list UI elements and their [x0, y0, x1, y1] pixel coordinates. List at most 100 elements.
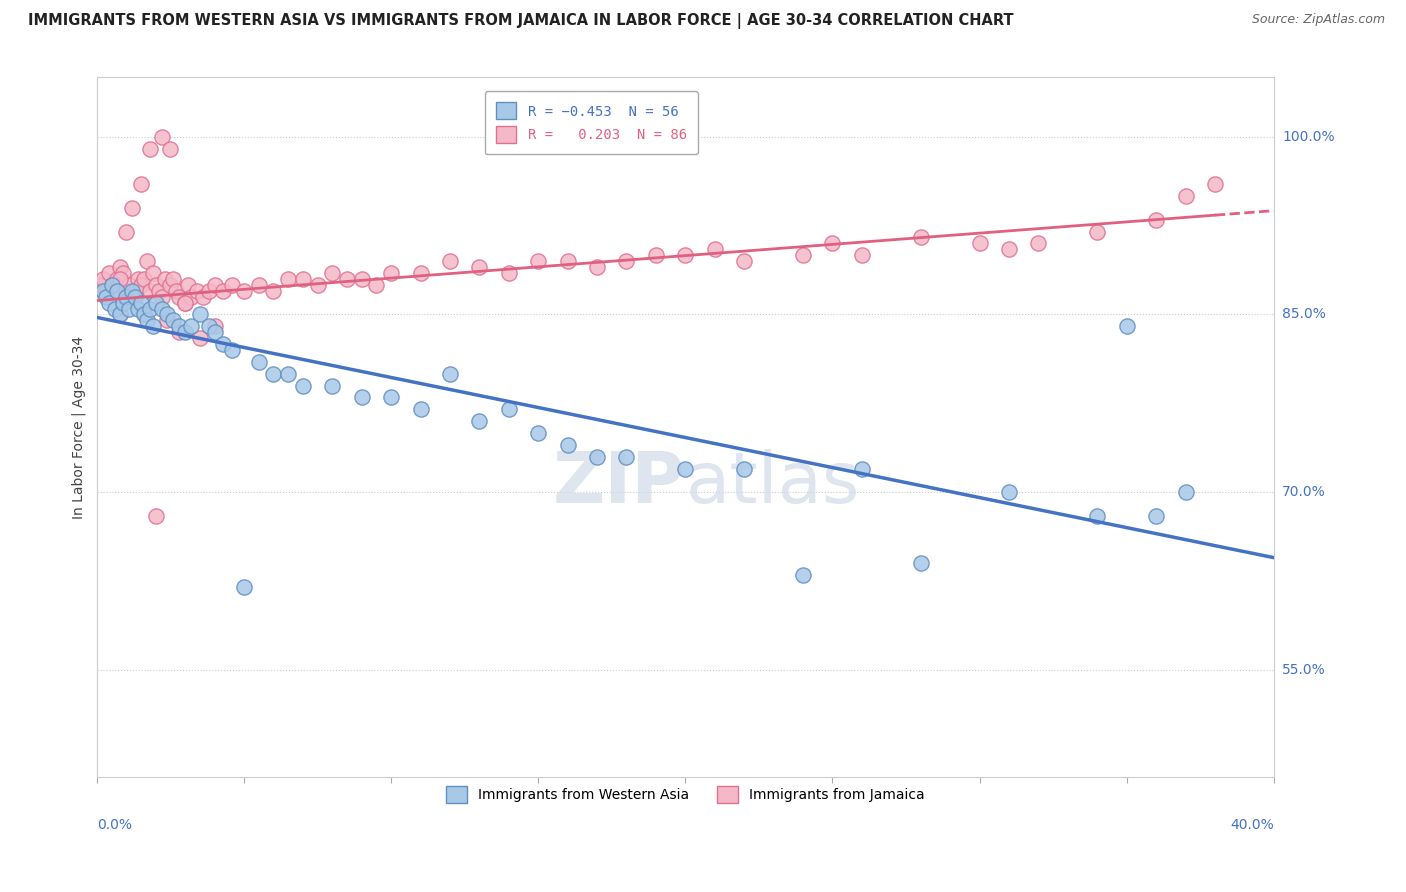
Point — [498, 402, 520, 417]
Point — [204, 325, 226, 339]
Point — [439, 367, 461, 381]
Point — [910, 557, 932, 571]
Point — [112, 295, 135, 310]
Point — [91, 272, 114, 286]
Point — [107, 272, 129, 286]
Point — [221, 343, 243, 357]
Point — [673, 248, 696, 262]
Point — [527, 425, 550, 440]
Point — [998, 242, 1021, 256]
Point — [291, 378, 314, 392]
Point — [89, 277, 111, 292]
Point — [110, 308, 132, 322]
Point — [127, 301, 149, 316]
Point — [1204, 177, 1226, 191]
Point — [366, 277, 388, 292]
Point — [616, 254, 638, 268]
Point — [145, 277, 167, 292]
Point — [129, 177, 152, 191]
Point — [673, 461, 696, 475]
Point — [247, 277, 270, 292]
Point — [121, 201, 143, 215]
Point — [998, 485, 1021, 500]
Point — [142, 266, 165, 280]
Point — [733, 461, 755, 475]
Point — [277, 272, 299, 286]
Point — [197, 284, 219, 298]
Point — [586, 260, 609, 274]
Point — [110, 308, 132, 322]
Point — [180, 319, 202, 334]
Point — [262, 284, 284, 298]
Point — [1174, 189, 1197, 203]
Point — [167, 325, 190, 339]
Point — [557, 438, 579, 452]
Point — [118, 277, 141, 292]
Point — [1085, 508, 1108, 523]
Point — [100, 277, 122, 292]
Point — [150, 301, 173, 316]
Point — [851, 248, 873, 262]
Text: 55.0%: 55.0% — [1282, 663, 1326, 677]
Text: 40.0%: 40.0% — [1230, 818, 1274, 832]
Point — [321, 266, 343, 280]
Point — [132, 272, 155, 286]
Legend: Immigrants from Western Asia, Immigrants from Jamaica: Immigrants from Western Asia, Immigrants… — [440, 780, 931, 808]
Point — [186, 284, 208, 298]
Point — [135, 254, 157, 268]
Point — [162, 313, 184, 327]
Point — [115, 284, 138, 298]
Point — [162, 272, 184, 286]
Text: 0.0%: 0.0% — [97, 818, 132, 832]
Point — [156, 308, 179, 322]
Point — [204, 277, 226, 292]
Point — [139, 142, 162, 156]
Point — [645, 248, 668, 262]
Point — [233, 580, 256, 594]
Text: 100.0%: 100.0% — [1282, 129, 1334, 144]
Point — [1115, 319, 1137, 334]
Point — [380, 266, 402, 280]
Text: atlas: atlas — [685, 449, 859, 517]
Point — [910, 230, 932, 244]
Point — [350, 272, 373, 286]
Point — [821, 236, 844, 251]
Point — [380, 391, 402, 405]
Point — [212, 284, 235, 298]
Point — [733, 254, 755, 268]
Point — [221, 277, 243, 292]
Y-axis label: In Labor Force | Age 30-34: In Labor Force | Age 30-34 — [72, 335, 86, 518]
Point — [1028, 236, 1050, 251]
Point — [1144, 508, 1167, 523]
Point — [139, 301, 162, 316]
Point — [110, 260, 132, 274]
Point — [97, 266, 120, 280]
Point — [153, 272, 176, 286]
Point — [247, 355, 270, 369]
Point — [291, 272, 314, 286]
Point — [121, 284, 143, 298]
Point — [1085, 225, 1108, 239]
Point — [97, 295, 120, 310]
Point — [167, 290, 190, 304]
Point — [91, 284, 114, 298]
Point — [277, 367, 299, 381]
Point — [103, 284, 125, 298]
Point — [156, 313, 179, 327]
Point — [129, 277, 152, 292]
Point — [197, 319, 219, 334]
Point — [409, 266, 432, 280]
Point — [94, 290, 117, 304]
Point — [94, 284, 117, 298]
Point — [107, 284, 129, 298]
Point — [969, 236, 991, 251]
Point — [132, 308, 155, 322]
Text: 85.0%: 85.0% — [1282, 308, 1326, 321]
Point — [212, 337, 235, 351]
Point — [527, 254, 550, 268]
Point — [350, 391, 373, 405]
Point — [586, 450, 609, 464]
Point — [439, 254, 461, 268]
Point — [148, 284, 170, 298]
Point — [188, 308, 211, 322]
